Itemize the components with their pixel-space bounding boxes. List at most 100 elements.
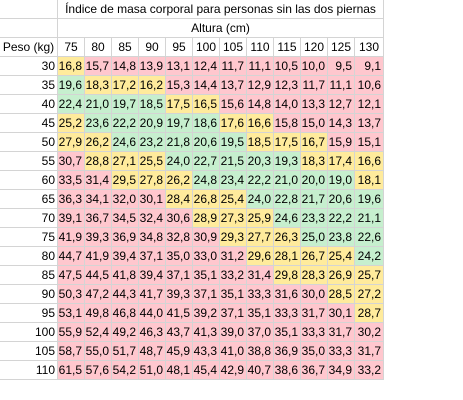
bmi-cell[interactable]: 14,3 [328, 114, 355, 133]
column-header-height[interactable]: 75 [58, 38, 85, 57]
bmi-cell[interactable]: 41,8 [112, 266, 139, 285]
bmi-cell[interactable]: 17,2 [112, 76, 139, 95]
bmi-cell[interactable]: 15,7 [85, 57, 112, 76]
bmi-cell[interactable]: 27,3 [220, 209, 247, 228]
bmi-cell[interactable]: 48,1 [166, 361, 193, 380]
weight-cell[interactable]: 105 [0, 342, 58, 361]
bmi-cell[interactable]: 16,6 [355, 152, 384, 171]
bmi-cell[interactable]: 34,9 [328, 361, 355, 380]
bmi-cell[interactable]: 49,2 [112, 323, 139, 342]
bmi-cell[interactable]: 21,5 [220, 152, 247, 171]
bmi-cell[interactable]: 23,6 [85, 114, 112, 133]
bmi-cell[interactable]: 23,4 [220, 171, 247, 190]
bmi-cell[interactable]: 24,0 [166, 152, 193, 171]
bmi-cell[interactable]: 19,6 [355, 190, 384, 209]
bmi-cell[interactable]: 20,6 [328, 190, 355, 209]
bmi-cell[interactable]: 17,5 [166, 95, 193, 114]
bmi-cell[interactable]: 43,7 [166, 323, 193, 342]
bmi-cell[interactable]: 61,5 [58, 361, 85, 380]
weight-cell[interactable]: 40 [0, 95, 58, 114]
bmi-cell[interactable]: 27,1 [112, 152, 139, 171]
bmi-cell[interactable]: 15,9 [328, 133, 355, 152]
bmi-cell[interactable]: 9,1 [355, 57, 384, 76]
column-header-height[interactable]: 80 [85, 38, 112, 57]
bmi-cell[interactable]: 33,3 [328, 342, 355, 361]
bmi-cell[interactable]: 15,1 [355, 133, 384, 152]
bmi-cell[interactable]: 12,4 [193, 57, 220, 76]
bmi-cell[interactable]: 27,8 [139, 171, 166, 190]
bmi-cell[interactable]: 43,3 [193, 342, 220, 361]
bmi-cell[interactable]: 41,5 [166, 304, 193, 323]
bmi-cell[interactable]: 24,6 [274, 209, 301, 228]
weight-cell[interactable]: 65 [0, 190, 58, 209]
bmi-cell[interactable]: 54,2 [112, 361, 139, 380]
bmi-cell[interactable]: 21,1 [355, 209, 384, 228]
bmi-cell[interactable]: 26,3 [274, 228, 301, 247]
weight-cell[interactable]: 50 [0, 133, 58, 152]
bmi-cell[interactable]: 23,2 [139, 133, 166, 152]
bmi-cell[interactable]: 11,1 [247, 57, 274, 76]
bmi-cell[interactable]: 12,7 [328, 95, 355, 114]
bmi-cell[interactable]: 13,7 [355, 114, 384, 133]
bmi-cell[interactable]: 29,8 [274, 266, 301, 285]
bmi-cell[interactable]: 37,1 [193, 285, 220, 304]
bmi-cell[interactable]: 11,1 [328, 76, 355, 95]
bmi-cell[interactable]: 26,8 [193, 190, 220, 209]
row-header-label[interactable]: Peso (kg) [0, 38, 58, 57]
bmi-cell[interactable]: 18,1 [355, 171, 384, 190]
bmi-cell[interactable]: 41,0 [220, 342, 247, 361]
bmi-cell[interactable]: 55,0 [85, 342, 112, 361]
bmi-cell[interactable]: 17,6 [220, 114, 247, 133]
weight-cell[interactable]: 70 [0, 209, 58, 228]
bmi-cell[interactable]: 15,0 [301, 114, 328, 133]
bmi-cell[interactable]: 55,9 [58, 323, 85, 342]
bmi-cell[interactable]: 16,5 [193, 95, 220, 114]
bmi-cell[interactable]: 52,4 [85, 323, 112, 342]
bmi-cell[interactable]: 26,7 [301, 247, 328, 266]
bmi-cell[interactable]: 19,0 [328, 171, 355, 190]
bmi-cell[interactable]: 40,7 [247, 361, 274, 380]
weight-cell[interactable]: 80 [0, 247, 58, 266]
bmi-cell[interactable]: 14,0 [274, 95, 301, 114]
column-header-height[interactable]: 100 [193, 38, 220, 57]
bmi-cell[interactable]: 39,4 [139, 266, 166, 285]
bmi-cell[interactable]: 35,1 [220, 285, 247, 304]
bmi-cell[interactable]: 39,0 [220, 323, 247, 342]
bmi-cell[interactable]: 21,0 [85, 95, 112, 114]
column-header-height[interactable]: 125 [328, 38, 355, 57]
bmi-cell[interactable]: 30,0 [301, 285, 328, 304]
bmi-cell[interactable]: 44,0 [139, 304, 166, 323]
bmi-cell[interactable]: 34,8 [139, 228, 166, 247]
bmi-cell[interactable]: 31,6 [274, 285, 301, 304]
bmi-cell[interactable]: 39,2 [193, 304, 220, 323]
bmi-cell[interactable]: 30,1 [328, 304, 355, 323]
bmi-cell[interactable]: 39,4 [112, 247, 139, 266]
bmi-cell[interactable]: 29,3 [220, 228, 247, 247]
bmi-cell[interactable]: 20,6 [193, 133, 220, 152]
weight-cell[interactable]: 110 [0, 361, 58, 380]
bmi-cell[interactable]: 48,7 [139, 342, 166, 361]
bmi-cell[interactable]: 32,8 [166, 228, 193, 247]
bmi-cell[interactable]: 33,0 [193, 247, 220, 266]
bmi-cell[interactable]: 19,6 [58, 76, 85, 95]
bmi-cell[interactable]: 44,7 [58, 247, 85, 266]
bmi-cell[interactable]: 47,5 [58, 266, 85, 285]
bmi-cell[interactable]: 25,9 [247, 209, 274, 228]
bmi-cell[interactable]: 16,2 [139, 76, 166, 95]
bmi-cell[interactable]: 39,3 [85, 228, 112, 247]
bmi-cell[interactable]: 33,3 [247, 285, 274, 304]
bmi-cell[interactable]: 28,7 [355, 304, 384, 323]
bmi-cell[interactable]: 22,8 [274, 190, 301, 209]
bmi-cell[interactable]: 24,8 [193, 171, 220, 190]
weight-cell[interactable]: 60 [0, 171, 58, 190]
corner-cell[interactable] [0, 0, 58, 19]
column-header-height[interactable]: 120 [301, 38, 328, 57]
bmi-cell[interactable]: 53,1 [58, 304, 85, 323]
bmi-cell[interactable]: 23,8 [328, 228, 355, 247]
bmi-cell[interactable]: 35,1 [274, 323, 301, 342]
bmi-cell[interactable]: 37,1 [166, 266, 193, 285]
bmi-cell[interactable]: 18,3 [85, 76, 112, 95]
bmi-cell[interactable]: 41,7 [139, 285, 166, 304]
bmi-cell[interactable]: 29,5 [112, 171, 139, 190]
bmi-cell[interactable]: 27,9 [58, 133, 85, 152]
